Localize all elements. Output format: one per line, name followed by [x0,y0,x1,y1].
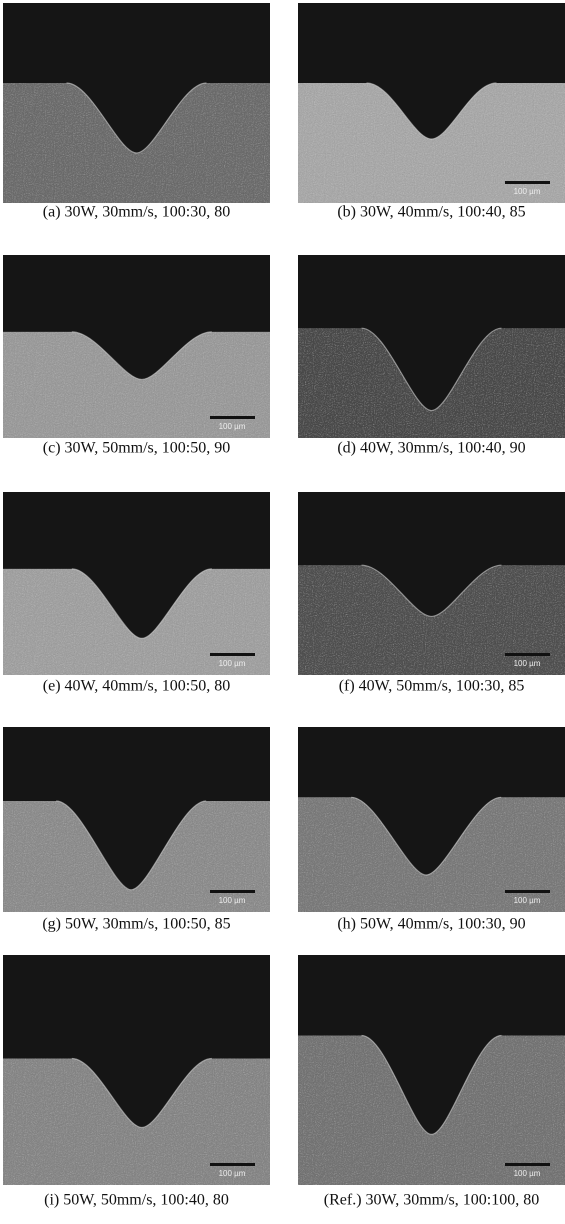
scale-bar [505,653,550,656]
substrate [3,568,270,675]
groove-edge [361,564,502,618]
scale-bar [210,1163,255,1166]
panel-caption: (a) 30W, 30mm/s, 100:30, 80 [43,204,230,221]
substrate [3,801,270,912]
substrate [3,83,270,203]
scale-bar [210,416,255,419]
groove-edge [71,568,212,640]
scale-bar-label: 100 µm [219,422,246,431]
scale-bar-label: 100 µm [514,1169,541,1178]
groove-edge [351,796,502,876]
groove-edge [361,327,502,412]
micrograph-panel: 100 µm [298,492,565,675]
scale-bar-label: 100 µm [514,896,541,905]
scale-bar [505,181,550,184]
groove-edge [71,1057,212,1129]
substrate [298,797,565,912]
groove-edge [71,331,212,381]
substrate [3,1058,270,1185]
panel-caption: (g) 50W, 30mm/s, 100:50, 85 [42,916,230,933]
micrograph-panel: 100 µm [3,492,270,675]
scale-bar [210,890,255,893]
micrograph-panel: 100 µm [298,727,565,912]
micrograph-panel [3,3,270,203]
panel-caption: (d) 40W, 30mm/s, 100:40, 90 [337,440,525,457]
scale-bar [505,1163,550,1166]
panel-caption: (e) 40W, 40mm/s, 100:50, 80 [43,678,230,695]
micrograph-panel: 100 µm [3,727,270,912]
micrograph-panel: 100 µm [298,955,565,1185]
groove-edge [66,82,207,154]
substrate [298,328,565,438]
panel-caption: (i) 50W, 50mm/s, 100:40, 80 [44,1192,229,1209]
scale-bar-label: 100 µm [219,896,246,905]
panel-caption: (c) 30W, 50mm/s, 100:50, 90 [43,440,230,457]
substrate [298,1035,565,1185]
micrograph-panel: 100 µm [3,955,270,1185]
scale-bar-label: 100 µm [219,659,246,668]
scale-bar-label: 100 µm [219,1169,246,1178]
groove-edge [361,1034,502,1136]
panel-caption: (h) 50W, 40mm/s, 100:30, 90 [337,916,525,933]
groove-edge [366,82,497,140]
scale-bar [210,653,255,656]
panel-caption: (Ref.) 30W, 30mm/s, 100:100, 80 [324,1192,539,1209]
scale-bar-label: 100 µm [514,659,541,668]
scale-bar [505,890,550,893]
panel-caption: (f) 40W, 50mm/s, 100:30, 85 [339,678,525,695]
micrograph-panel: 100 µm [298,3,565,203]
substrate [298,83,565,203]
panel-caption: (b) 30W, 40mm/s, 100:40, 85 [337,204,525,221]
micrograph-panel: 100 µm [3,255,270,438]
micrograph-panel [298,255,565,438]
substrate [298,565,565,675]
groove-edge [56,800,207,891]
scale-bar-label: 100 µm [514,187,541,196]
substrate [3,331,270,438]
